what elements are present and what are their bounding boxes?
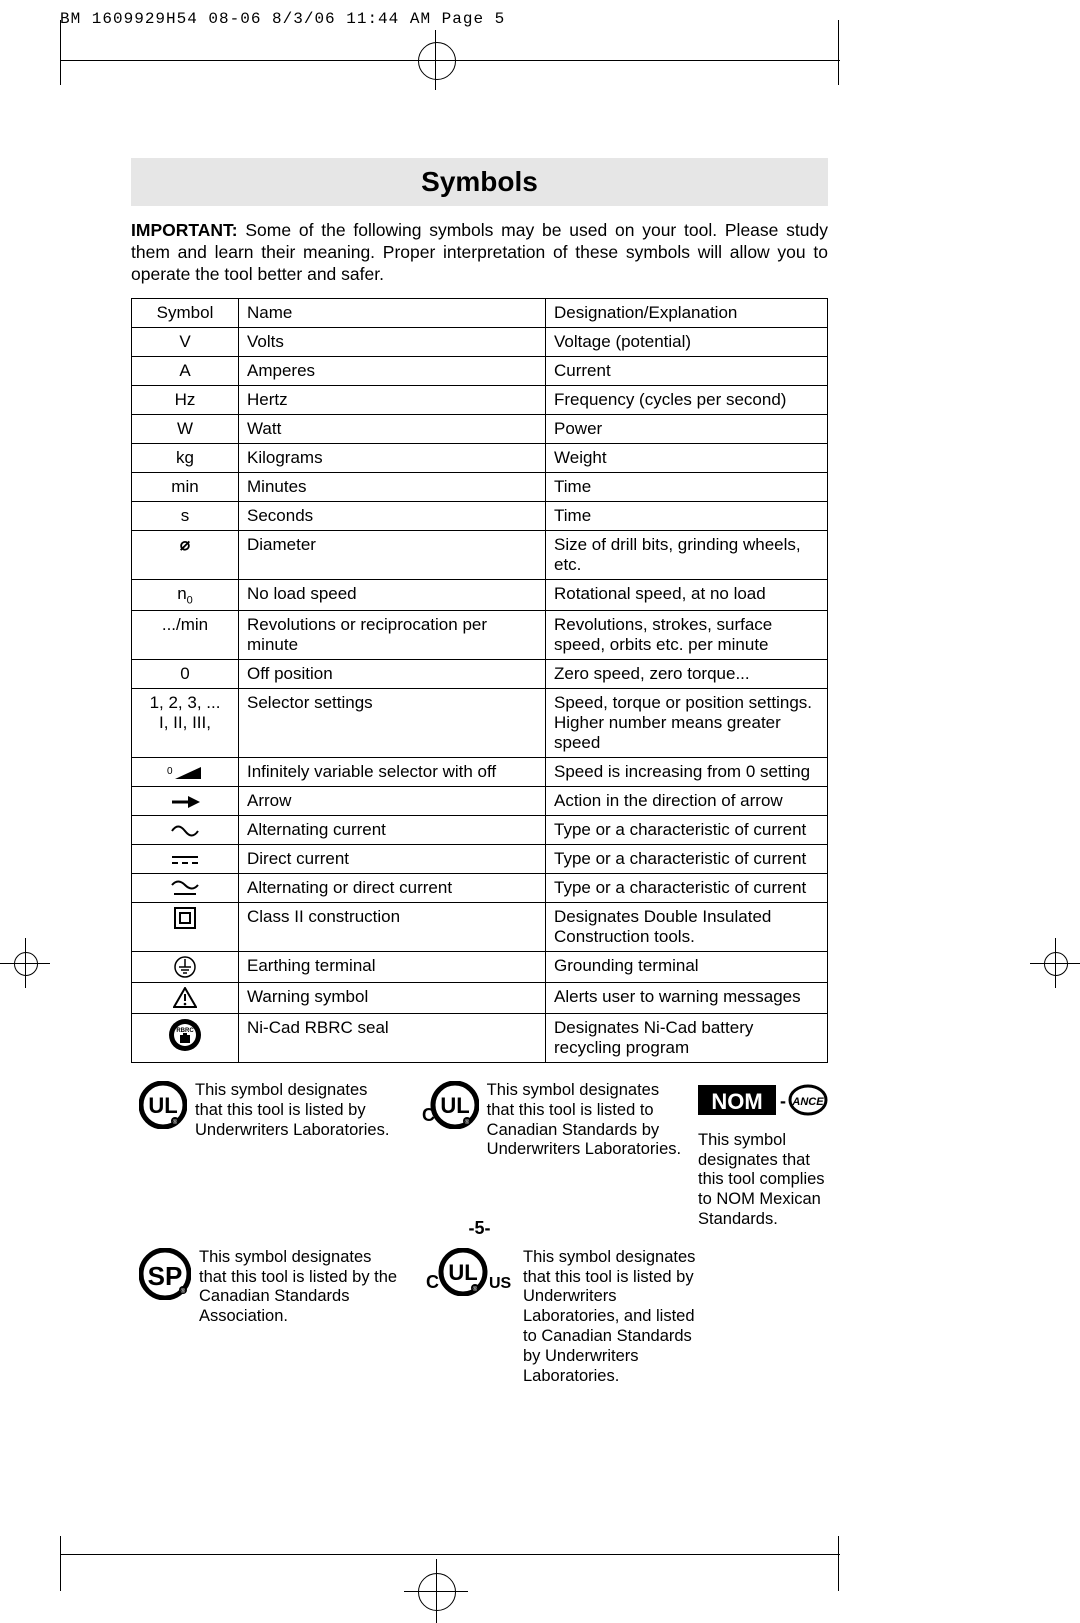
col-header: Name [239,298,546,327]
col-header: Symbol [132,298,239,327]
svg-text:0: 0 [167,766,173,777]
table-row: HzHertzFrequency (cycles per second) [132,385,828,414]
svg-text:®: ® [173,1119,178,1126]
table-row: Direct currentType or a characteristic o… [132,845,828,874]
csa-icon: SP® [139,1248,191,1300]
csa-cert: SP® This symbol designates that this too… [139,1248,399,1387]
intro-paragraph: IMPORTANT: Some of the following symbols… [131,220,828,286]
content-area: Symbols IMPORTANT: Some of the following… [131,158,828,1404]
table-row: 0Off positionZero speed, zero torque... [132,660,828,689]
svg-text:US: US [489,1275,512,1292]
col-header: Designation/Explanation [546,298,828,327]
table-row: WWattPower [132,414,828,443]
earth-icon [174,956,196,978]
warning-icon [173,987,197,1009]
registration-mark [418,42,456,80]
registration-mark [0,938,50,988]
table-row: n0No load speedRotational speed, at no l… [132,579,828,610]
culus-cert: CUL®US This symbol designates that this … [419,1248,699,1387]
table-row: Alternating currentType or a characteris… [132,816,828,845]
page-number: -5- [131,1218,828,1239]
svg-text:ANCE: ANCE [791,1096,824,1108]
class2-icon [174,907,196,929]
page: BM 1609929H54 08-06 8/3/06 11:44 AM Page… [0,0,1080,1591]
table-row: 1, 2, 3, ...I, II, III,Selector settings… [132,689,828,758]
table-row: ⌀DiameterSize of drill bits, grinding wh… [132,530,828,579]
table-row: ArrowAction in the direction of arrow [132,787,828,816]
svg-text:®: ® [473,1286,478,1293]
table-row: Warning symbolAlerts user to warning mes… [132,983,828,1014]
table-row: Alternating or direct currentType or a c… [132,874,828,903]
svg-text:®: ® [464,1119,469,1126]
svg-text:C: C [426,1272,439,1292]
svg-text:®: ® [181,1288,186,1295]
nom-cert: NOM - ANCE This symbol designates that t… [698,1081,828,1230]
ul-cert: UL® This symbol designates that this too… [139,1081,395,1230]
page-title: Symbols [131,158,828,206]
diameter-icon: ⌀ [132,530,239,579]
dc-icon [170,853,200,867]
crop-mark [60,1554,840,1555]
ramp-icon: 0 [167,765,203,781]
table-row: RBRC Ni-Cad RBRC sealDesignates Ni-Cad b… [132,1014,828,1063]
arrow-icon [170,795,200,809]
table-row: .../minRevolutions or reciprocation per … [132,611,828,660]
svg-text:UL: UL [440,1093,469,1118]
print-header: BM 1609929H54 08-06 8/3/06 11:44 AM Page… [60,10,505,28]
culus-icon: C UL® US [419,1248,515,1296]
acdc-icon [170,880,200,898]
svg-text:NOM: NOM [711,1089,762,1114]
svg-text:SP: SP [148,1261,183,1291]
svg-text:-: - [780,1091,786,1111]
table-row: minMinutesTime [132,472,828,501]
important-label: IMPORTANT: [131,220,238,240]
table-row: Class II constructionDesignates Double I… [132,903,828,952]
table-row: kgKilogramsWeight [132,443,828,472]
table-row: 0 Infinitely variable selector with offS… [132,758,828,787]
registration-mark [405,60,465,61]
table-row: AAmperesCurrent [132,356,828,385]
crop-mark [838,1536,839,1591]
table-header-row: Symbol Name Designation/Explanation [132,298,828,327]
crop-mark [60,20,61,85]
table-row: Earthing terminalGrounding terminal [132,952,828,983]
svg-text:UL: UL [448,1260,477,1285]
crop-mark [838,20,839,85]
svg-text:UL: UL [148,1093,177,1118]
cul-icon: CUL® [415,1081,479,1129]
table-row: sSecondsTime [132,501,828,530]
ac-icon [170,824,200,838]
cul-cert: CUL® This symbol designates that this to… [415,1081,690,1230]
rbrc-icon: RBRC [168,1018,202,1052]
crop-mark [60,1536,61,1591]
symbols-table: Symbol Name Designation/Explanation VVol… [131,298,828,1063]
table-row: VVoltsVoltage (potential) [132,327,828,356]
nom-icon: NOM - ANCE [698,1081,828,1119]
registration-mark [1030,938,1080,988]
ul-icon: UL® [139,1081,187,1129]
